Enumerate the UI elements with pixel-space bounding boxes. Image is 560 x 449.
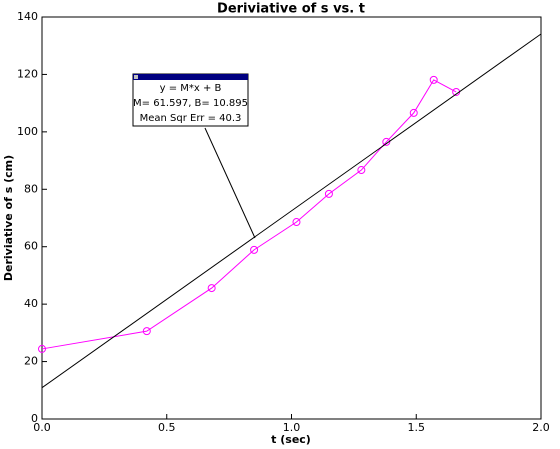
- y-tick-label: 100: [17, 125, 38, 138]
- data-point: [382, 137, 391, 146]
- series-line: [41, 79, 457, 350]
- data-point: [409, 108, 418, 117]
- data-point: [142, 327, 151, 336]
- annotation-text: y = M*x + B: [160, 83, 222, 94]
- annotation-leader: [204, 127, 256, 239]
- y-tick-label: 140: [17, 10, 38, 23]
- series-line: [41, 33, 542, 389]
- data-point: [324, 189, 333, 198]
- data-point: [250, 245, 259, 254]
- y-axis-label: Deriviative of s (cm): [2, 155, 15, 281]
- x-tick-label: 2.0: [532, 421, 550, 434]
- y-tick-label: 60: [24, 240, 38, 253]
- data-point: [429, 75, 438, 84]
- data-point: [292, 218, 301, 227]
- annotation-text: Mean Sqr Err = 40.3: [140, 113, 242, 124]
- x-tick-label: 1.0: [283, 421, 301, 434]
- data-point: [38, 344, 46, 353]
- chart-title: Deriviative of s vs. t: [217, 2, 365, 17]
- annotation-close: [134, 75, 138, 79]
- y-tick-label: 80: [24, 182, 38, 195]
- y-tick-label: 120: [17, 67, 38, 80]
- x-tick-label: 0.5: [158, 421, 176, 434]
- x-axis-label: t (sec): [271, 433, 311, 446]
- y-tick-label: 40: [24, 297, 38, 310]
- x-tick-label: 0.0: [33, 421, 51, 434]
- x-tick-label: 1.5: [408, 421, 426, 434]
- annotation-text: M= 61.597, B= 10.895: [133, 98, 248, 109]
- annotation-titlebar: [133, 74, 248, 80]
- annotation-box: [132, 73, 249, 127]
- y-tick-label: 0: [31, 412, 38, 425]
- data-point: [357, 166, 366, 175]
- y-tick-label: 20: [24, 355, 38, 368]
- data-point: [207, 284, 216, 293]
